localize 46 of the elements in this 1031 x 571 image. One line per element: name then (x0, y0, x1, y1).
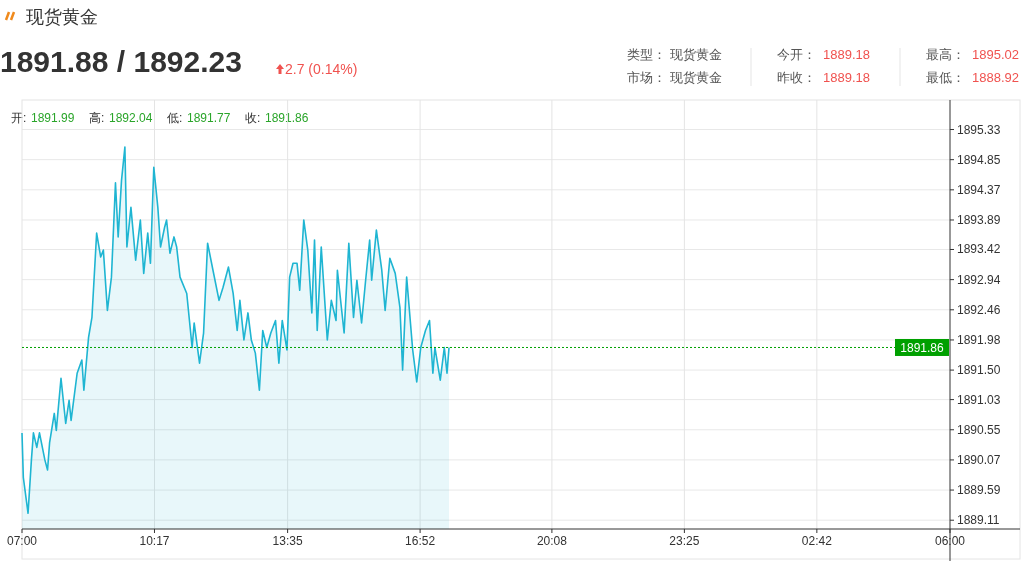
y-tick-label: 1892.46 (957, 302, 1001, 317)
y-tick-label: 1889.11 (957, 513, 1000, 528)
text: 1889.18 (823, 70, 870, 85)
text: 现货黄金 (670, 70, 722, 85)
text: 1895.02 (972, 47, 1019, 62)
text: 2.7 (0.14%) (285, 61, 358, 77)
annotation: 1892.04 (109, 111, 153, 125)
x-tick-label: 20:08 (536, 534, 568, 548)
text: 1889.18 (823, 47, 870, 62)
x-tick-label: 02:42 (801, 534, 833, 548)
y-tick-label: 1891.50 (957, 363, 1001, 378)
text: 今开： (777, 47, 816, 62)
x-tick-label: 13:35 (272, 534, 303, 548)
y-tick-label: 1890.07 (957, 452, 1001, 467)
y-tick-label: 1890.55 (957, 422, 1001, 437)
x-tick-label: 23:25 (669, 534, 700, 548)
text: 市场： (627, 70, 666, 85)
text: 昨收： (777, 70, 816, 85)
y-tick-label: 1894.85 (957, 152, 1001, 167)
y-tick-label: 1891.98 (957, 332, 1001, 347)
y-tick-label: 1889.59 (957, 483, 1001, 498)
annotation: 开: (11, 111, 27, 125)
text: 最高： (926, 47, 965, 62)
text: 最低： (926, 70, 965, 85)
annotation: 高: (89, 111, 105, 125)
text: 1888.92 (972, 70, 1019, 85)
y-tick-label: 1891.03 (957, 392, 1001, 407)
ref-line-label: 1891.86 (900, 340, 945, 355)
chart-title: 现货黄金 (26, 7, 98, 27)
text: 现货黄金 (670, 47, 722, 62)
y-tick-label: 1894.37 (957, 182, 1001, 197)
x-tick-label: 16:52 (405, 534, 436, 548)
x-tick-label: 06:00 (934, 534, 966, 548)
y-tick-label: 1892.94 (957, 272, 1001, 287)
x-tick-label: 10:17 (139, 534, 170, 548)
annotation: 1891.99 (31, 111, 75, 125)
annotation: 1891.86 (265, 111, 309, 125)
text: 1891.88 / 1892.23 (0, 45, 242, 78)
annotation: 收: (245, 111, 261, 125)
annotation: 1891.77 (187, 111, 231, 125)
y-tick-label: 1893.89 (957, 212, 1001, 227)
text: 类型： (627, 47, 666, 62)
annotation: 低: (167, 111, 183, 125)
y-tick-label: 1895.33 (957, 122, 1001, 137)
x-tick-label: 07:00 (6, 534, 38, 548)
y-tick-label: 1893.42 (957, 242, 1001, 257)
